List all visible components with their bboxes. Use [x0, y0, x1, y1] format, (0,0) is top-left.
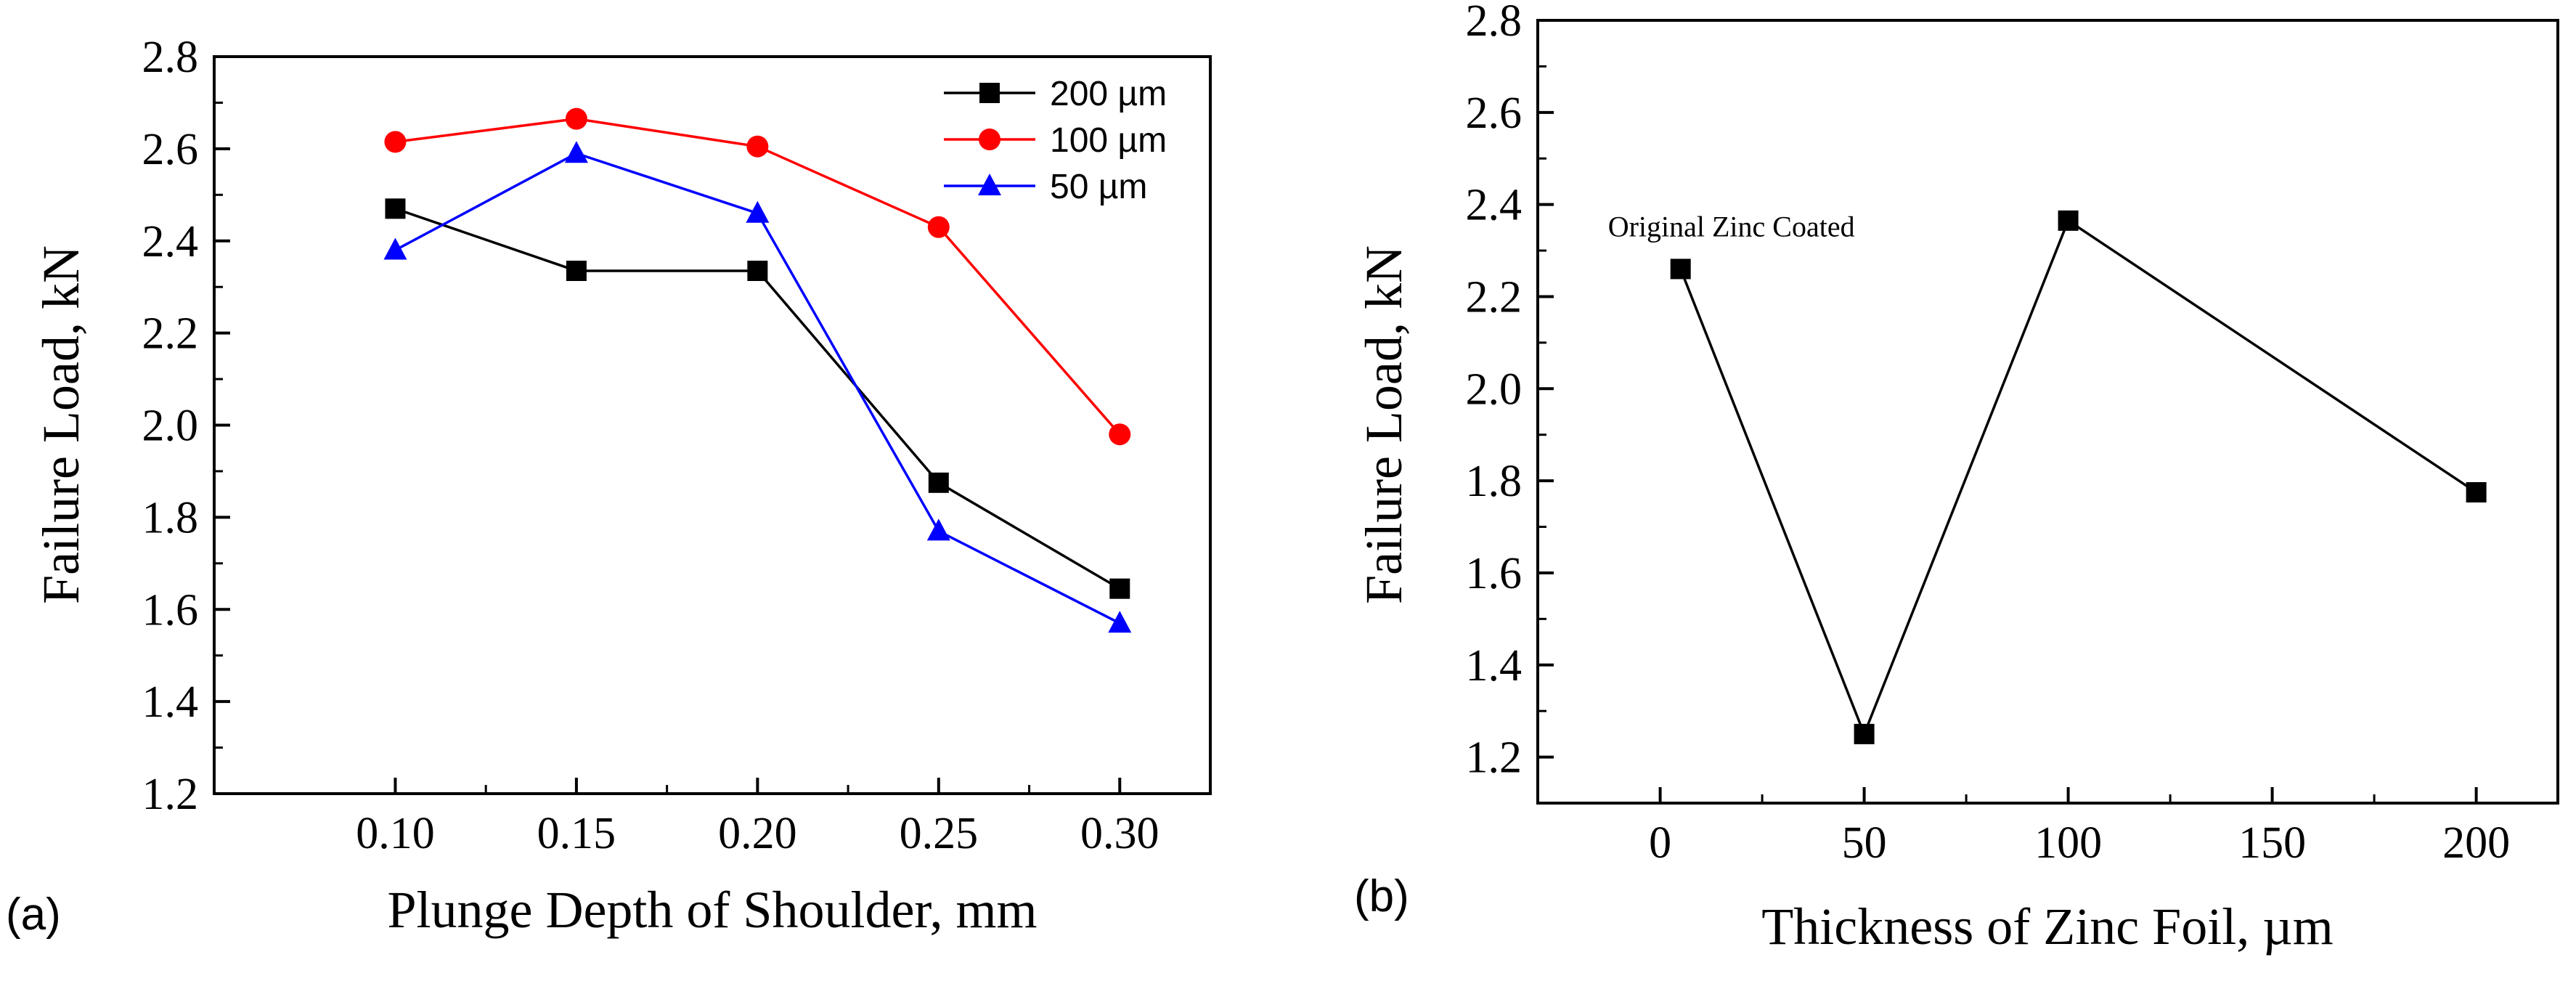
data-point	[927, 216, 950, 238]
panel-a-x-axis-label: Plunge Depth of Shoulder, mm	[387, 881, 1037, 939]
data-point	[385, 198, 406, 219]
data-point	[1670, 259, 1691, 280]
annotation: Original Zinc Coated	[1608, 210, 1855, 243]
panel-b-plot-frame	[1536, 19, 2559, 805]
y-tick-label: 2.6	[142, 125, 199, 174]
series-line-2	[394, 152, 1121, 624]
y-tick-label: 2.8	[142, 33, 199, 82]
y-tick-label: 1.6	[1466, 549, 1523, 598]
panel-b-annotations: Original Zinc Coated	[1608, 210, 1855, 243]
data-point	[1109, 423, 1131, 446]
data-point	[564, 141, 588, 163]
data-point	[566, 260, 587, 281]
legend-entry: 100 µm	[1050, 121, 1167, 160]
data-point	[1109, 578, 1130, 599]
panel-b-x-ticks: 0 50 100 150 200	[1649, 787, 2510, 868]
panel-a-y-ticks: 1.2 1.4 1.6 1.8 2.0 2.2 2.4 2.6 2.8	[142, 33, 230, 819]
x-tick-label: 0.30	[1080, 809, 1159, 858]
legend-entry: 50 µm	[1050, 168, 1147, 206]
data-point	[1854, 723, 1875, 744]
series-line-0	[1679, 219, 2477, 738]
x-tick-label: 0.25	[900, 809, 979, 858]
y-tick-label: 1.8	[1466, 457, 1523, 506]
chart-panel-a: 1.2 1.4 1.6 1.8 2.0 2.2 2.4 2.6 2.8 0.10 0.15 0.20…	[6, 33, 1212, 940]
data-point	[2466, 481, 2487, 502]
x-tick-label: 0.10	[356, 809, 435, 858]
x-tick-label: 100	[2034, 818, 2102, 868]
y-tick-label: 1.4	[1466, 641, 1523, 691]
data-point	[384, 131, 407, 153]
x-tick-label: 200	[2442, 818, 2510, 868]
panel-b-y-ticks: 1.2 1.4 1.6 1.8 2.0 2.2 2.4 2.6 2.8	[1466, 0, 1554, 783]
panel-a-x-ticks: 0.10 0.15 0.20 0.25 0.30	[356, 778, 1159, 858]
legend-marker	[979, 129, 1000, 150]
y-tick-label: 2.0	[1466, 365, 1523, 414]
y-tick-label: 2.2	[1466, 272, 1523, 322]
y-tick-label: 1.2	[1466, 733, 1523, 783]
data-point	[926, 518, 950, 541]
data-point	[746, 135, 769, 158]
x-tick-label: 0.15	[537, 809, 616, 858]
x-tick-label: 0.20	[718, 809, 797, 858]
data-point	[565, 107, 587, 130]
y-tick-label: 1.6	[142, 585, 199, 635]
data-point	[2058, 210, 2079, 231]
legend-marker	[979, 83, 1000, 103]
panel-a-y-axis-label: Failure Load, kN	[32, 245, 90, 604]
data-point	[1108, 611, 1132, 633]
data-point	[928, 472, 949, 493]
panel-b-series	[1670, 210, 2487, 744]
panel-a-series	[383, 107, 1132, 633]
data-point	[383, 237, 407, 260]
y-tick-label: 2.4	[1466, 181, 1523, 230]
y-tick-label: 1.4	[142, 677, 199, 727]
chart-panel-b: 1.2 1.4 1.6 1.8 2.0 2.2 2.4 2.6 2.8 0 50 100 150 200…	[1354, 0, 2559, 956]
panel-b-y-axis-label: Failure Load, kN	[1355, 245, 1413, 604]
y-tick-label: 1.2	[142, 770, 199, 819]
panel-b-label: (b)	[1354, 871, 1409, 921]
panel-a-legend: 200 µm 100 µm 50 µm	[944, 75, 1167, 206]
data-point	[747, 260, 768, 281]
x-tick-label: 0	[1649, 818, 1671, 868]
y-tick-label: 2.0	[142, 402, 199, 451]
panel-b-x-axis-label: Thickness of Zinc Foil, µm	[1761, 897, 2333, 956]
y-tick-label: 1.8	[142, 493, 199, 542]
y-tick-label: 2.6	[1466, 89, 1523, 138]
data-point	[746, 200, 770, 223]
legend-marker	[978, 174, 1001, 195]
x-tick-label: 150	[2238, 818, 2306, 868]
y-tick-label: 2.2	[142, 309, 199, 359]
y-tick-label: 2.4	[142, 217, 199, 266]
legend-entry: 200 µm	[1050, 75, 1167, 113]
y-tick-label: 2.8	[1466, 0, 1523, 46]
panel-a-label: (a)	[6, 890, 61, 940]
x-tick-label: 50	[1842, 818, 1887, 868]
